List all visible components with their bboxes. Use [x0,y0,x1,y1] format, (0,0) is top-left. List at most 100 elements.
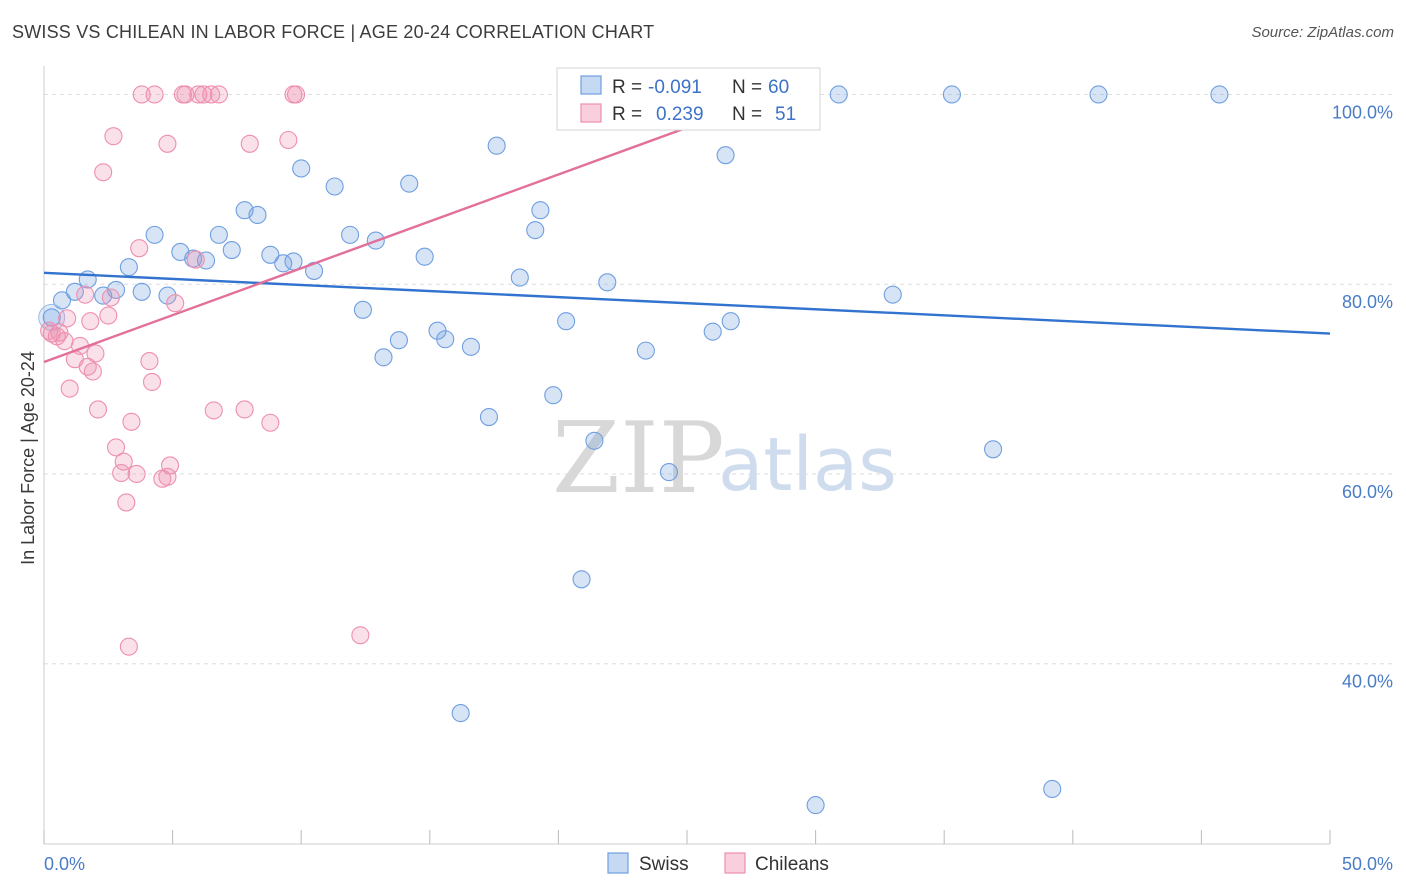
chilean-point [204,401,223,420]
chilean-point [235,400,254,419]
chilean-point [127,464,146,484]
swiss-point [451,704,470,723]
swiss-point [65,282,84,301]
chilean-point [158,134,177,153]
chilean-point [60,379,79,398]
swiss-point [942,85,961,104]
chilean-point [145,85,164,104]
swiss-point [436,330,455,349]
series-chileans [40,85,370,656]
stats-chileans-r-value: 0.239 [656,104,704,125]
source-label: Source: ZipAtlas.com [1251,24,1394,41]
swiss-point [544,386,563,405]
swiss-point [598,273,617,292]
legend-label-swiss: Swiss [639,854,689,875]
swiss-point [531,201,550,220]
swiss-point [883,285,902,304]
y-tick-label: 60.0% [1342,482,1393,502]
axes [43,66,1331,845]
chilean-point [88,400,108,419]
y-tick-label: 100.0% [1332,102,1393,122]
stats-swiss-r-value: -0.091 [648,77,702,98]
swiss-point [353,300,372,319]
chilean-point [119,637,138,656]
legend-swatch-swiss [607,852,629,874]
chilean-point [279,130,298,150]
chilean-point [140,352,159,371]
chilean-point [351,626,370,645]
chilean-point [209,85,228,104]
swiss-point [341,225,360,244]
chilean-point [202,85,221,104]
chilean-point [81,312,100,331]
stats-swatch-swiss [580,75,602,95]
stats-chileans-n-label: N = [732,104,762,125]
chilean-point [166,294,185,313]
chilean-point [99,306,118,325]
chilean-point [122,412,141,431]
stats-chileans-r-label: R = [612,104,642,125]
swiss-point [557,312,576,331]
swiss-point [636,341,655,360]
swiss-point [374,348,393,367]
swiss-point [721,312,740,331]
chilean-point [240,134,259,153]
swiss-point [461,337,481,356]
gridlines [44,93,1392,665]
swiss-point [261,245,280,264]
swiss-point [716,146,735,165]
watermark-zip: ZIP [552,402,725,516]
chilean-point [176,85,195,104]
swiss-point [248,205,267,225]
swiss-point [1043,779,1062,799]
chilean-point [76,285,95,304]
swiss-point [479,407,499,427]
stats-box: R = -0.091 N = 60 R = 0.239 N = 51 [556,67,821,131]
swiss-point [119,258,138,277]
chileans-trend-line [43,121,701,364]
chilean-point [261,413,280,432]
swiss-point [510,268,529,287]
chilean-point [142,372,162,391]
chilean-point [106,438,126,457]
x-tick-label: 50.0% [1342,854,1393,874]
swiss-point [158,286,177,305]
legend-swatch-chileans [724,852,746,874]
chilean-point [94,163,113,182]
swiss-point [415,247,434,266]
legend-label-chileans: Chileans [755,854,829,875]
chilean-point [132,85,151,104]
swiss-point [284,252,303,271]
chilean-point [50,323,69,342]
y-axis-label: In Labor Force | Age 20-24 [18,351,38,565]
swiss-trend-line [43,271,1331,335]
swiss-point [292,159,311,178]
swiss-point [585,431,604,450]
chilean-point [83,362,102,381]
stats-swatch-chileans [580,103,602,123]
swiss-point [222,241,241,260]
chilean-point [55,332,74,351]
chilean-point [160,456,180,475]
x-tick-label: 0.0% [44,854,85,874]
swiss-point [42,308,61,327]
swiss-point [659,463,679,482]
chilean-point [130,239,149,258]
chilean-point [86,344,105,363]
swiss-point [145,225,164,244]
legend: Swiss Chileans [607,852,829,875]
swiss-point [209,225,228,244]
swiss-point [829,85,848,104]
chilean-point [114,452,133,471]
swiss-point [487,136,506,155]
y-tick-label: 40.0% [1342,672,1393,692]
swiss-point [389,331,408,350]
swiss-point [526,221,545,240]
chart-title: SWISS VS CHILEAN IN LABOR FORCE | AGE 20… [12,22,655,42]
swiss-point [984,440,1003,459]
swiss-point [132,282,151,301]
tick-labels: 40.0% 60.0% 80.0% 100.0% 0.0% 50.0% [44,102,1393,874]
swiss-point [703,322,722,341]
swiss-point [400,174,419,193]
